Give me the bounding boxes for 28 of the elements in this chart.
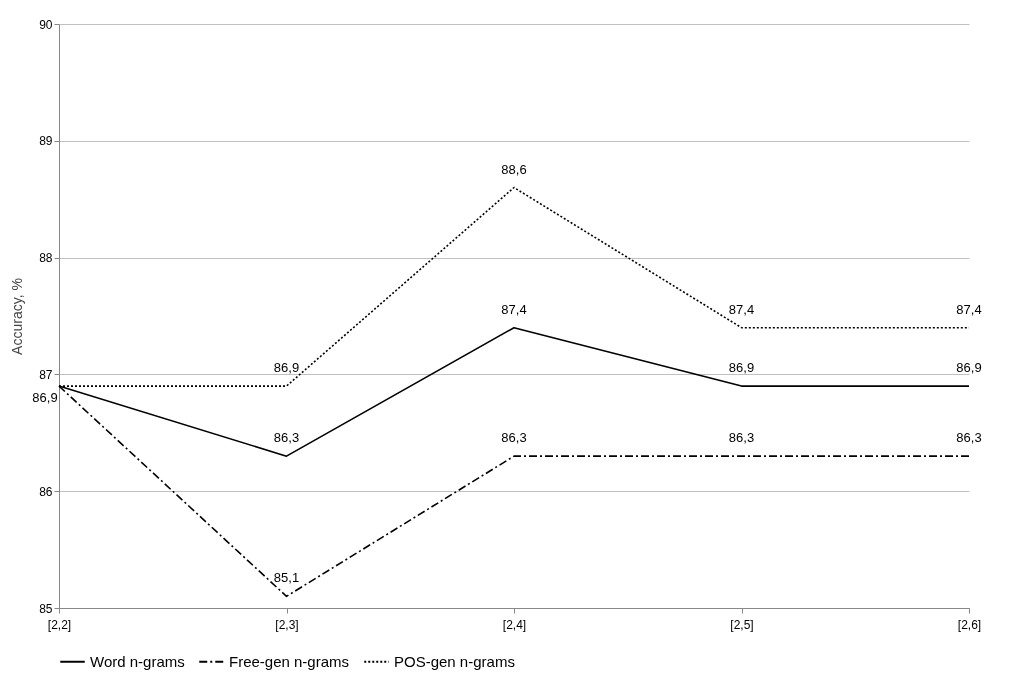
data-label: 86,3 xyxy=(501,430,527,446)
y-tick-label: 86 xyxy=(39,484,53,499)
data-label: 87,4 xyxy=(501,301,527,317)
x-tick-label: [2,3] xyxy=(275,617,299,632)
data-label: 87,4 xyxy=(728,301,755,317)
y-tick-label: 90 xyxy=(39,17,53,32)
data-label: 87,4 xyxy=(956,301,982,317)
y-tick-label: 88 xyxy=(39,251,53,266)
data-label: 86,9 xyxy=(273,360,300,376)
y-tick-label: 87 xyxy=(39,367,53,382)
x-tick-label: [2,5] xyxy=(730,617,754,632)
x-tick-label: [2,6] xyxy=(957,617,982,632)
data-label: 86,3 xyxy=(956,430,982,446)
y-axis-title: Accuracy, % xyxy=(9,278,26,355)
legend-label: POS-gen n-grams xyxy=(394,652,515,670)
data-label: 86,9 xyxy=(728,360,755,376)
legend-label: Word n-grams xyxy=(90,652,185,670)
data-label: 86,9 xyxy=(32,390,58,406)
y-tick-label: 89 xyxy=(39,134,53,149)
x-tick-label: [2,4] xyxy=(502,617,527,632)
data-label: 88,6 xyxy=(501,161,527,177)
y-tick-label: 85 xyxy=(39,601,53,616)
x-tick-label: [2,2] xyxy=(47,617,72,632)
data-label: 85,1 xyxy=(273,570,300,586)
data-label: 86,9 xyxy=(956,360,982,376)
data-label: 86,3 xyxy=(273,430,300,446)
legend-label: Free-gen n-grams xyxy=(229,652,350,670)
data-label: 86,3 xyxy=(728,430,755,446)
